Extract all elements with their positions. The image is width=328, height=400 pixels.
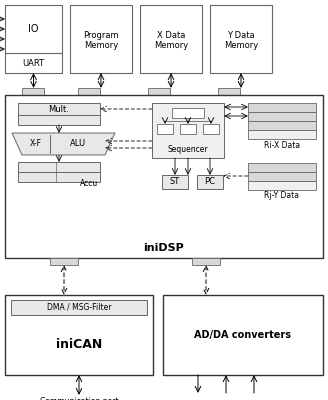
Polygon shape: [12, 133, 115, 155]
Text: DMA / MSG-Filter: DMA / MSG-Filter: [47, 302, 111, 312]
Text: Y Data: Y Data: [227, 30, 255, 40]
Bar: [248, 172, 316, 181]
Bar: [152, 103, 224, 158]
Text: UART: UART: [22, 58, 45, 68]
Bar: [248, 181, 316, 190]
Bar: [248, 163, 316, 172]
Text: Communication port: Communication port: [40, 396, 118, 400]
Bar: [22, 88, 44, 95]
Text: Sequencer: Sequencer: [168, 146, 208, 154]
Bar: [5, 95, 323, 258]
Text: AD/DA converters: AD/DA converters: [195, 330, 292, 340]
Text: Memory: Memory: [84, 40, 118, 50]
Bar: [18, 115, 100, 125]
Text: Memory: Memory: [154, 40, 188, 50]
Bar: [148, 88, 170, 95]
Bar: [248, 130, 316, 139]
Bar: [162, 175, 188, 189]
Bar: [248, 112, 316, 121]
Bar: [5, 5, 62, 73]
Bar: [248, 103, 316, 112]
Bar: [50, 258, 78, 265]
Bar: [140, 5, 202, 73]
Text: IO: IO: [28, 24, 39, 34]
Bar: [203, 124, 219, 134]
Bar: [210, 5, 272, 73]
Bar: [18, 103, 100, 115]
Text: Rj-Y Data: Rj-Y Data: [264, 192, 299, 200]
Text: Mult.: Mult.: [49, 106, 70, 114]
Bar: [11, 300, 147, 315]
Text: Ri-X Data: Ri-X Data: [264, 140, 300, 150]
Text: X Data: X Data: [157, 30, 185, 40]
Bar: [218, 88, 240, 95]
Bar: [18, 172, 100, 182]
Text: ST: ST: [170, 178, 180, 186]
Bar: [18, 162, 100, 172]
Bar: [248, 121, 316, 130]
Text: Accu: Accu: [80, 180, 98, 188]
Text: Memory: Memory: [224, 40, 258, 50]
Text: X-F: X-F: [30, 140, 42, 148]
Bar: [197, 175, 223, 189]
Bar: [192, 258, 220, 265]
Bar: [78, 88, 100, 95]
Bar: [5, 295, 153, 375]
Bar: [163, 295, 323, 375]
Bar: [70, 5, 132, 73]
Text: iniCAN: iniCAN: [56, 338, 102, 352]
Bar: [157, 124, 173, 134]
Text: iniDSP: iniDSP: [144, 243, 184, 253]
Text: PC: PC: [204, 178, 215, 186]
Text: ALU: ALU: [70, 140, 86, 148]
Text: Program: Program: [83, 30, 119, 40]
Bar: [180, 124, 196, 134]
Bar: [172, 108, 204, 118]
